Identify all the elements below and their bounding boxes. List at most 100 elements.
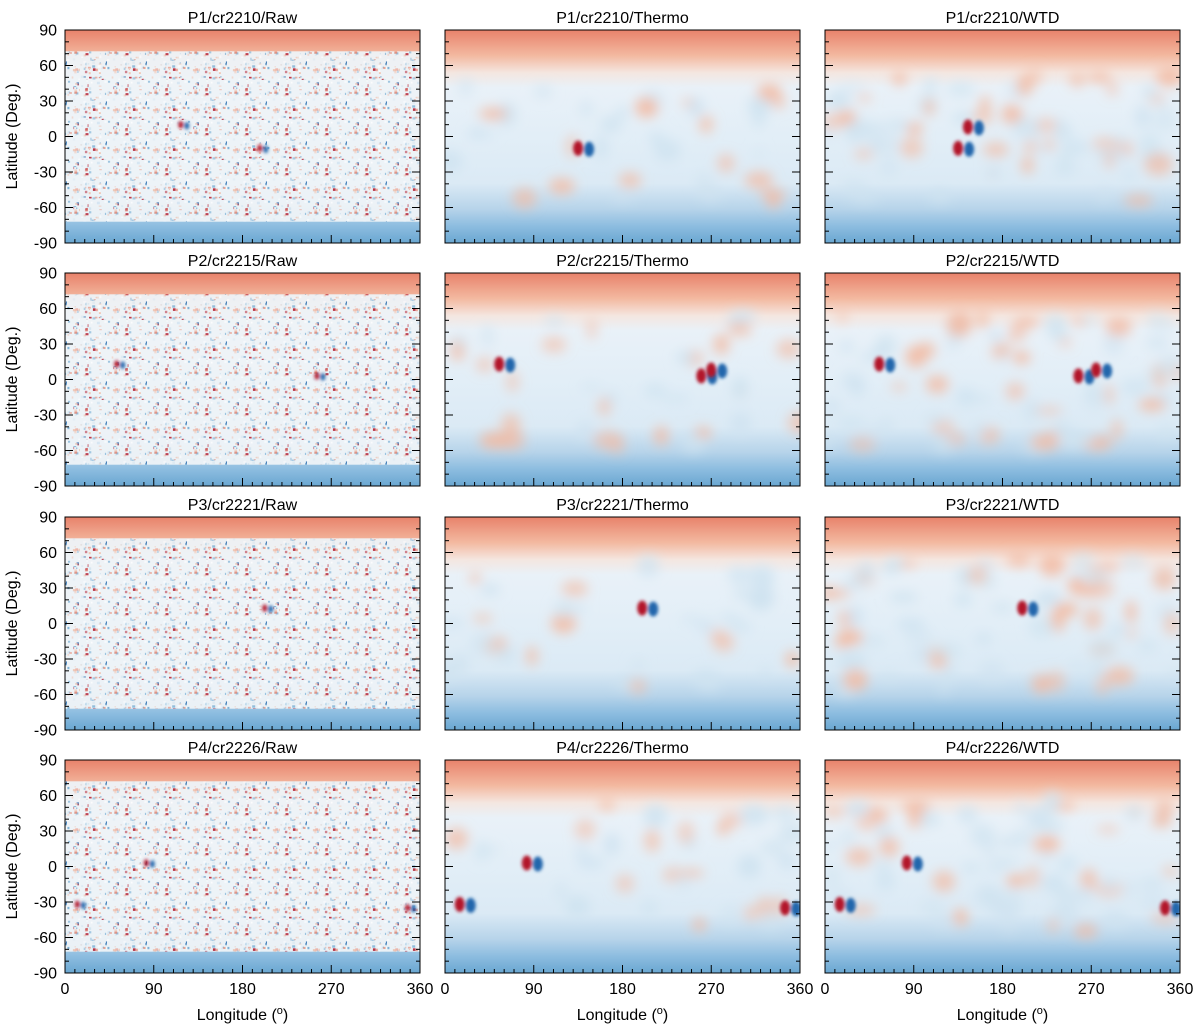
panel-title: P4/cr2226/Thermo <box>556 740 689 757</box>
x-axis-label: Longitude (o) <box>197 1005 289 1024</box>
panel-4: P2/cr2215/Raw 90 60 30 0 -30 -60 -90 Latitude (D… <box>4 253 421 496</box>
smooth-field <box>825 552 1180 697</box>
y-tick-label: 60 <box>39 788 57 805</box>
active-region <box>780 900 800 917</box>
active-region <box>901 855 923 872</box>
active-region <box>573 140 595 157</box>
x-tick-label: 270 <box>1078 981 1105 998</box>
panel-title: P4/cr2226/Raw <box>188 740 298 757</box>
y-axis-label: Latitude (Deg.) <box>4 571 21 677</box>
y-tick-label: 60 <box>39 301 57 318</box>
y-tick-label: -60 <box>34 200 57 217</box>
panel-8: P3/cr2221/Thermo <box>444 497 801 731</box>
y-tick-label: -90 <box>34 966 57 983</box>
x-axis-label: Longitude (o) <box>577 1005 669 1024</box>
active-region <box>706 362 728 379</box>
y-tick-label: -30 <box>34 408 57 425</box>
active-region <box>257 144 269 154</box>
x-tick-label: 0 <box>821 981 830 998</box>
active-region <box>262 604 274 613</box>
panel-title: P1/cr2210/Thermo <box>556 10 689 27</box>
y-tick-label: 90 <box>39 23 57 40</box>
smooth-field <box>445 797 800 932</box>
heatmap-area <box>65 760 420 973</box>
panel-11: P4/cr2226/Thermo 0 90 180 270 360 Longitude (o… <box>441 740 814 1024</box>
noise-field <box>65 51 420 222</box>
ticks <box>64 272 421 487</box>
x-tick-label: 0 <box>61 981 70 998</box>
active-region <box>962 119 984 136</box>
y-tick-label: 30 <box>39 337 57 354</box>
heatmap-area <box>445 30 800 243</box>
active-region <box>114 360 126 369</box>
panel-title: P3/cr2221/WTD <box>946 497 1060 514</box>
heatmap-area <box>445 517 800 730</box>
active-region <box>314 372 326 381</box>
x-tick-label: 270 <box>318 981 345 998</box>
y-tick-label: -90 <box>34 236 57 253</box>
y-tick-label: -30 <box>34 165 57 182</box>
x-tick-label: 90 <box>145 981 163 998</box>
heatmap-area <box>825 273 1180 486</box>
panel-6: P2/cr2215/WTD <box>824 253 1181 487</box>
active-region <box>405 904 417 913</box>
panel-12: P4/cr2226/WTD 0 90 180 270 360 Longitude (o) <box>821 740 1194 1024</box>
y-tick-label: 0 <box>48 616 57 633</box>
active-region <box>637 600 659 617</box>
noise-field <box>65 538 420 709</box>
active-region <box>1160 900 1180 917</box>
panel-5: P2/cr2215/Thermo <box>444 253 801 487</box>
panel-title: P2/cr2215/Raw <box>188 253 298 270</box>
x-tick-label: 0 <box>441 981 450 998</box>
y-tick-label: -90 <box>34 479 57 496</box>
y-tick-label: 0 <box>48 372 57 389</box>
panel-title: P1/cr2210/Raw <box>188 10 298 27</box>
panel-10: P4/cr2226/Raw 90 60 30 0 -30 -60 -90 Latitude (D… <box>4 740 433 1024</box>
panel-title: P3/cr2221/Raw <box>188 497 298 514</box>
noise-field <box>65 781 420 952</box>
heatmap-area <box>445 760 800 973</box>
panel-2: P1/cr2210/Thermo <box>444 10 801 244</box>
y-tick-label: 60 <box>39 545 57 562</box>
y-tick-label: 90 <box>39 510 57 527</box>
ticks <box>444 759 801 974</box>
ticks <box>824 516 1181 731</box>
y-tick-label: 0 <box>48 859 57 876</box>
y-tick-label: -60 <box>34 930 57 947</box>
panel-title: P1/cr2210/WTD <box>946 10 1060 27</box>
ticks <box>64 759 421 974</box>
heatmap-background <box>445 273 800 486</box>
x-tick-label: 180 <box>229 981 256 998</box>
smooth-field <box>825 66 1180 207</box>
smooth-field <box>825 309 1180 455</box>
y-tick-label: -60 <box>34 443 57 460</box>
x-tick-label: 180 <box>989 981 1016 998</box>
ticks <box>444 272 801 487</box>
active-region <box>834 896 856 913</box>
y-tick-label: 30 <box>39 94 57 111</box>
panel-title: P4/cr2226/WTD <box>946 740 1060 757</box>
x-tick-label: 360 <box>787 981 814 998</box>
ticks <box>824 29 1181 244</box>
smooth-field <box>447 310 800 455</box>
heatmap-background <box>825 273 1180 486</box>
ticks <box>64 29 421 244</box>
active-region <box>874 356 896 373</box>
ticks <box>444 29 801 244</box>
heatmap-background <box>825 517 1180 730</box>
y-tick-label: -30 <box>34 652 57 669</box>
panel-title: P3/cr2221/Thermo <box>556 497 689 514</box>
active-region <box>521 855 543 872</box>
panel-title: P2/cr2215/Thermo <box>556 253 689 270</box>
x-tick-label: 90 <box>905 981 923 998</box>
y-tick-label: -60 <box>34 687 57 704</box>
ticks <box>444 516 801 731</box>
panel-title: P2/cr2215/WTD <box>946 253 1060 270</box>
y-tick-label: 90 <box>39 266 57 283</box>
y-tick-label: -90 <box>34 723 57 740</box>
y-tick-label: -30 <box>34 895 57 912</box>
x-tick-label: 360 <box>1167 981 1194 998</box>
x-tick-label: 270 <box>698 981 725 998</box>
heatmap-area <box>825 517 1180 730</box>
